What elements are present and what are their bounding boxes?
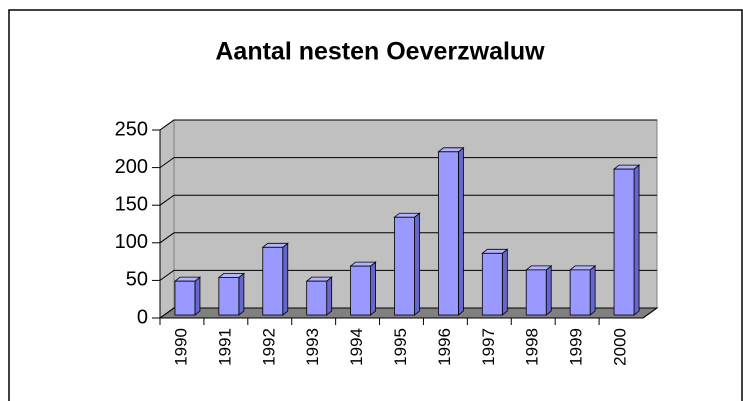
bar-group bbox=[173, 276, 202, 316]
chart-frame bbox=[8, 9, 743, 401]
chart-title: Aantal nesten Oeverzwaluw bbox=[215, 38, 545, 66]
bar-top bbox=[393, 212, 421, 218]
bar-side bbox=[282, 242, 289, 316]
y-tick-label: 200 bbox=[115, 156, 148, 178]
bar-side bbox=[238, 272, 245, 316]
grid-line bbox=[159, 194, 657, 206]
x-tick-label: 1992 bbox=[259, 328, 278, 366]
x-tick-label: 1997 bbox=[479, 328, 498, 366]
bar-side bbox=[589, 265, 596, 316]
bar bbox=[174, 280, 196, 316]
bar-side bbox=[370, 261, 376, 316]
bar-top bbox=[305, 276, 333, 282]
side-wall bbox=[159, 119, 175, 319]
y-tick-label: 100 bbox=[115, 231, 148, 253]
bar-top bbox=[612, 164, 641, 170]
bar-group bbox=[525, 265, 553, 316]
bar-group bbox=[437, 146, 465, 316]
y-tick-label: 250 bbox=[115, 118, 148, 140]
grid-line bbox=[159, 157, 657, 169]
x-tick-label: 1993 bbox=[303, 328, 322, 366]
y-tick-label: 0 bbox=[137, 306, 148, 328]
bar bbox=[569, 269, 591, 316]
x-tick-label: 1999 bbox=[567, 328, 586, 366]
bar-group bbox=[568, 265, 597, 316]
bar-side bbox=[458, 146, 464, 316]
bar-group bbox=[481, 248, 509, 316]
y-tick-label: 50 bbox=[126, 269, 148, 291]
bar-top bbox=[349, 261, 377, 267]
bar bbox=[525, 269, 547, 316]
bar bbox=[613, 168, 635, 316]
x-tick-label: 1995 bbox=[391, 328, 410, 366]
bar-side bbox=[545, 265, 552, 316]
x-tick-label: 1998 bbox=[523, 328, 542, 366]
bar-side bbox=[194, 276, 201, 316]
bar-group bbox=[305, 276, 333, 316]
bar-group bbox=[217, 272, 246, 316]
bar-group bbox=[393, 212, 421, 316]
bar bbox=[306, 280, 328, 316]
bar-top bbox=[481, 248, 509, 254]
x-tick-label: 2000 bbox=[611, 328, 630, 366]
bar bbox=[481, 252, 503, 316]
bar-top bbox=[437, 147, 465, 153]
floor-edge bbox=[642, 307, 658, 319]
bar-top bbox=[568, 265, 597, 271]
bar bbox=[218, 276, 240, 316]
bar-side bbox=[633, 164, 640, 316]
x-tick-label: 1994 bbox=[347, 328, 366, 366]
x-tick-label: 1996 bbox=[435, 328, 454, 366]
bar bbox=[394, 216, 415, 316]
grid-line bbox=[159, 119, 657, 131]
bar bbox=[438, 151, 459, 316]
x-tick-label: 1990 bbox=[171, 328, 190, 366]
grid-line bbox=[159, 232, 657, 244]
bar-side bbox=[414, 212, 420, 316]
bar-group bbox=[349, 261, 377, 316]
bar-group bbox=[612, 164, 641, 316]
bar-side bbox=[501, 248, 508, 316]
x-tick-label: 1991 bbox=[215, 328, 234, 366]
bar-top bbox=[173, 276, 202, 282]
bar bbox=[350, 265, 371, 316]
bar bbox=[262, 246, 284, 316]
bar-top bbox=[217, 272, 246, 278]
bar-side bbox=[326, 276, 333, 316]
bar-group bbox=[261, 242, 289, 316]
y-tick-label: 150 bbox=[115, 193, 148, 215]
bar-top bbox=[261, 242, 289, 248]
bar-top bbox=[525, 265, 553, 271]
